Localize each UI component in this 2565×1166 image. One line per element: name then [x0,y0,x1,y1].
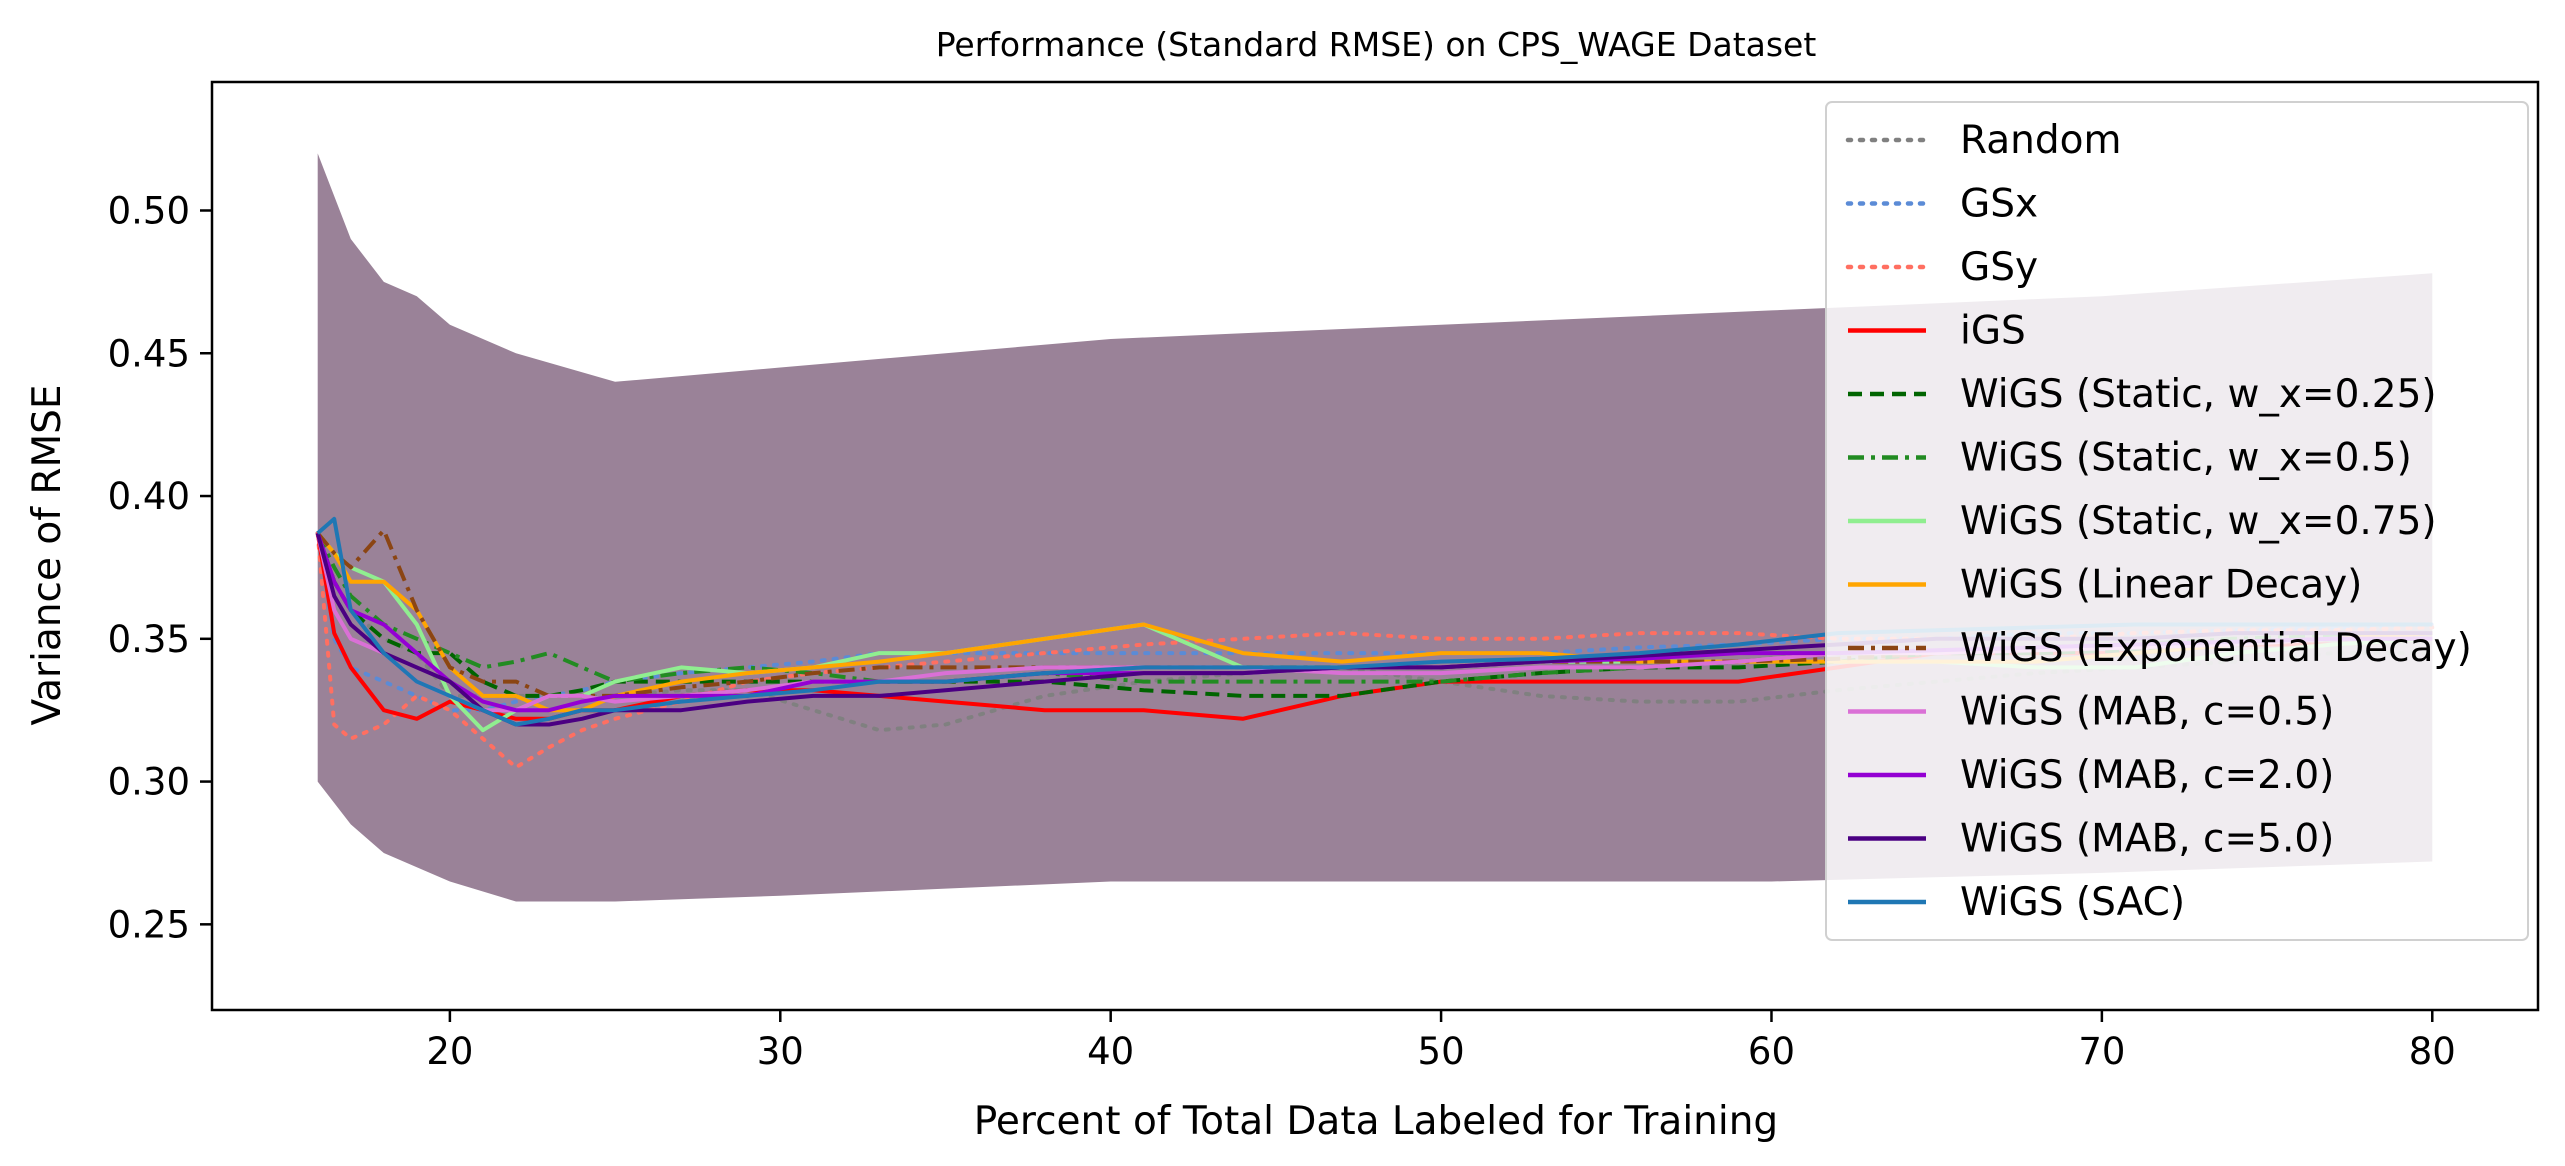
y-axis-label: Variance of RMSE [25,384,70,725]
x-tick-label: 50 [1418,1030,1465,1073]
legend-label: GSy [1960,245,2038,290]
y-tick-label: 0.40 [108,475,190,518]
x-tick-label: 20 [426,1030,473,1073]
x-tick-label: 70 [2078,1030,2125,1073]
legend-item: WiGS (MAB, c=0.5) [1848,690,2334,735]
legend-label: WiGS (MAB, c=0.5) [1960,690,2334,735]
y-axis-ticks: 0.25 0.30 0.35 0.40 0.45 0.50 [108,189,212,946]
y-tick-label: 0.25 [108,903,190,946]
legend-item: Random [1845,118,2121,163]
legend-box [1825,101,2529,941]
x-tick-label: 40 [1087,1030,1134,1073]
chart-title: Performance (Standard RMSE) on CPS_WAGE … [936,25,1817,64]
series-line-3 [315,531,2435,770]
legend-item: WiGS (MAB, c=2.0) [1848,753,2334,798]
legend-label: WiGS (Exponential Decay) [1960,626,2472,671]
legend-item: WiGS (Linear Decay) [1848,563,2362,608]
x-axis-label: Percent of Total Data Labeled for Traini… [974,1099,1778,1144]
legend-item: WiGS (Static, w_x=0.5) [1848,436,2412,481]
legend-label: iGS [1960,309,2026,354]
legend-label: WiGS (Static, w_x=0.75) [1960,499,2437,544]
x-tick-label: 80 [2409,1030,2456,1073]
legend-label: WiGS (SAC) [1960,880,2185,925]
legend-label: WiGS (MAB, c=2.0) [1960,753,2334,798]
plot-frame [210,80,2540,1012]
legend-item: WiGS (Static, w_x=0.25) [1848,372,2437,417]
legend-item: WiGS (Exponential Decay) [1848,626,2472,671]
legend-item: GSy [1845,245,2038,290]
legend-item: WiGS (SAC) [1848,880,2185,925]
legend-label: Random [1960,118,2121,163]
legend-label: GSx [1960,182,2038,227]
legend-item: GSx [1845,182,2038,227]
legend-label: WiGS (MAB, c=5.0) [1960,817,2334,862]
y-tick-label: 0.35 [108,618,190,661]
legend-item: WiGS (Static, w_x=0.75) [1848,499,2437,544]
legend-item: iGS [1848,309,2026,354]
x-tick-label: 30 [757,1030,804,1073]
y-tick-label: 0.50 [108,189,190,232]
y-tick-label: 0.45 [108,332,190,375]
x-tick-label: 60 [1748,1030,1795,1073]
legend-label: WiGS (Linear Decay) [1960,563,2362,608]
legend-label: WiGS (Static, w_x=0.25) [1960,372,2437,417]
legend-label: WiGS (Static, w_x=0.5) [1960,436,2412,481]
x-axis-ticks: 20 30 40 50 60 70 80 [426,1010,2456,1073]
y-tick-label: 0.30 [108,761,190,804]
legend-item: WiGS (MAB, c=5.0) [1848,817,2334,862]
legend: Random GSx GSy iGS WiGS (Static, w_x=0.25) Wi… [1825,101,2529,941]
